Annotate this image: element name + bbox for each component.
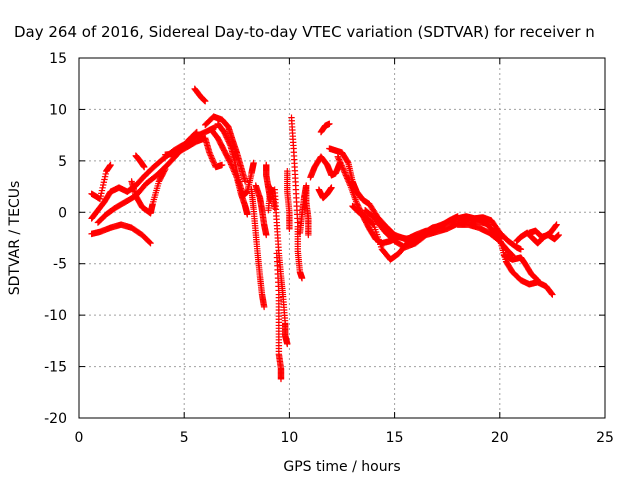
data-point [533,275,540,283]
data-point [339,163,346,171]
data-point [209,156,216,164]
data-point [344,176,352,183]
y-tick-label: 15 [49,51,67,67]
data-point [260,303,268,311]
data-point [210,158,217,165]
data-point [338,162,345,169]
data-point [335,156,343,163]
data-point [552,222,560,229]
y-tick-label: -5 [53,257,67,273]
data-point [548,290,555,297]
data-point [98,187,106,194]
x-tick-label: 15 [386,430,404,446]
data-point [344,175,351,182]
x-tick-label: 25 [596,430,614,446]
plot-frame [78,57,606,419]
x-tick-label: 20 [491,430,509,446]
data-point [101,176,108,183]
data-point [326,120,333,128]
data-point [161,167,168,174]
data-point [284,340,291,348]
y-tick-label: -10 [44,308,67,324]
y-axis-label: SDTVAR / TECUs [7,181,23,296]
data-point [339,165,347,172]
x-axis-label: GPS time / hours [283,459,400,475]
data-point [207,152,214,159]
y-tick-label: -20 [44,411,67,427]
axis-ticks: 0 5 10 15 20 25 -20 -15 -10 -5 0 5 10 15 [44,51,614,446]
data-point [342,172,350,179]
y-tick-label: -15 [44,360,67,376]
data-point [345,178,352,185]
data-point [192,129,200,137]
data-point [244,211,251,218]
data-point [250,159,257,167]
data-point [277,375,285,383]
data-point [193,128,201,136]
data-point [335,154,342,162]
data-point [206,150,214,158]
data-point [345,179,353,186]
data-point [99,184,106,192]
data-point [340,167,348,175]
data-point [227,161,235,168]
y-tick-label: 0 [58,205,67,221]
data-point [553,221,560,228]
data-point [228,162,235,169]
data-point [146,239,153,246]
data-point [344,158,351,166]
data-point [495,234,503,242]
x-tick-label: 10 [280,430,298,446]
data-point [343,173,350,181]
data-point [517,246,525,253]
data-point [334,153,341,160]
data-point [342,170,349,178]
data-point [337,160,345,168]
data-point [549,291,556,298]
data-point [226,140,234,148]
chart-title: Day 264 of 2016, Sidereal Day-to-day VTE… [14,23,595,41]
grid [79,58,605,418]
data-point [286,225,293,232]
y-tick-label: 5 [58,154,67,170]
data-point [101,173,109,180]
data-point [218,161,226,169]
data-point [100,179,108,186]
data-point [97,192,104,200]
data-point [555,231,562,239]
data-point [162,165,169,173]
data-point [99,181,107,189]
data-point [208,153,215,161]
x-tick-label: 5 [180,430,189,446]
data-point [263,231,270,239]
data-point [337,159,344,166]
data-point [242,178,249,185]
data-point [98,190,105,197]
data-point [141,163,148,171]
data-points [88,85,562,383]
data-point [298,274,306,282]
data-point [208,155,216,162]
x-tick-label: 0 [75,430,84,446]
data-point [369,220,376,228]
data-point [534,276,541,284]
data-point [346,180,353,188]
data-point [96,195,104,203]
data-point [102,170,109,178]
data-point [202,98,209,105]
data-point [305,231,312,239]
data-point [210,159,218,166]
data-point [328,184,335,191]
data-point [107,161,114,169]
data-point [533,276,541,283]
y-tick-label: 10 [49,102,67,118]
data-point [340,166,347,173]
data-point [147,239,154,247]
data-point [341,169,348,176]
data-point [336,157,343,165]
data-point [206,149,213,156]
